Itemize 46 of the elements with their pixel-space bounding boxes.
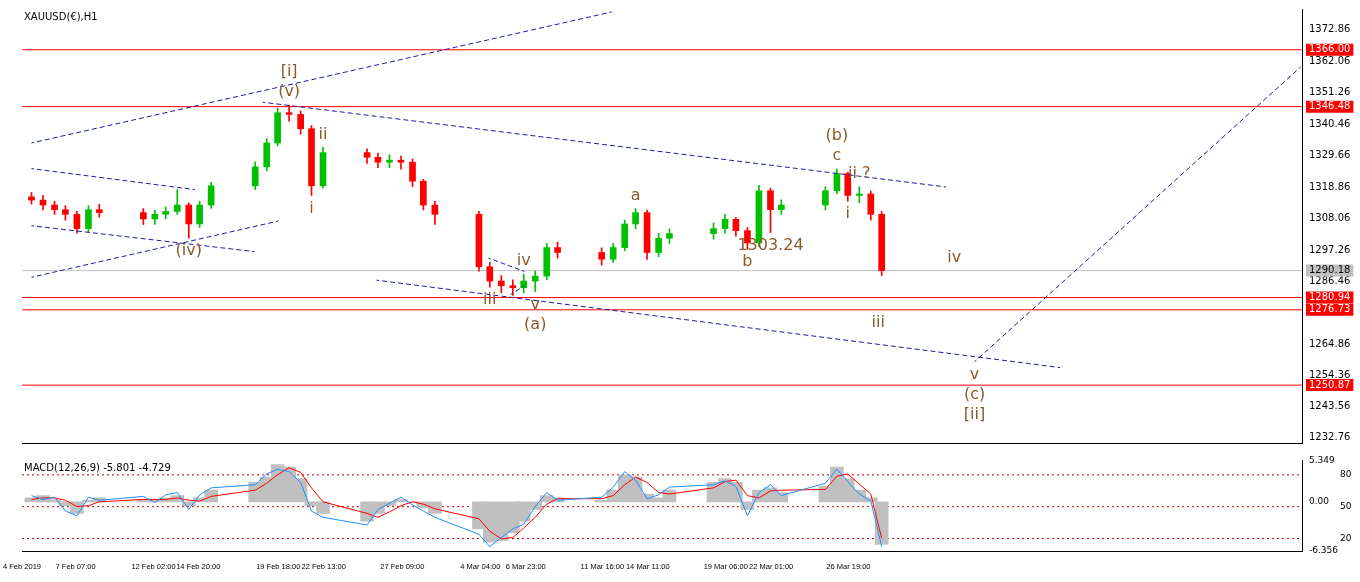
annotation: iii — [871, 311, 885, 331]
y-tick-label: 1318.86 — [1309, 180, 1351, 192]
ref-line-label: 1250.87 — [1309, 378, 1351, 390]
ref-line-label: 1280.94 — [1309, 291, 1351, 303]
annotation: i — [309, 197, 314, 217]
y-tick-label: 1351.26 — [1309, 86, 1351, 98]
y-tick-label: 1297.26 — [1309, 243, 1351, 255]
annotation: (b) — [825, 125, 849, 145]
annotation: c — [832, 145, 842, 165]
y-tick-label: 1264.86 — [1309, 337, 1351, 349]
annotation: (a) — [524, 313, 547, 333]
chart-title: MACD(12,26,9) -5.801 -4.729 — [24, 461, 171, 473]
ref-line-label: 1366.00 — [1309, 43, 1351, 55]
annotation: a — [630, 184, 641, 204]
y-tick-label: 1286.46 — [1309, 275, 1351, 287]
y-tick-label: 1340.46 — [1309, 117, 1351, 129]
annotation: [i] — [280, 61, 298, 81]
annotation: iv — [947, 246, 962, 266]
annotation: v — [969, 363, 980, 383]
annotation: (iv) — [175, 240, 202, 260]
annotation: (v) — [278, 81, 301, 101]
annotation: i — [845, 203, 850, 223]
annotation: [ii] — [963, 403, 986, 423]
y-tick-label: 1329.66 — [1309, 149, 1351, 161]
y-tick-label: 1232.76 — [1309, 431, 1351, 443]
annotation: b — [742, 251, 753, 271]
y-tick-label: 0.00 — [1309, 496, 1330, 507]
y-tick-label: 1372.86 — [1309, 23, 1351, 35]
annotation: ii ? — [848, 162, 871, 182]
ref-line-label: 1276.73 — [1309, 303, 1351, 315]
annotation: iv — [516, 250, 531, 270]
annotation: v — [530, 293, 540, 313]
chart-title: XAUUSD(€),H1 — [24, 10, 98, 22]
y-tick-label: 1362.06 — [1309, 54, 1351, 66]
ref-line-label: 1346.48 — [1309, 100, 1351, 112]
y2-tick-label: 20 — [1340, 532, 1352, 543]
y-tick-label: 1243.56 — [1309, 400, 1351, 412]
y2-tick-label: 80 — [1340, 469, 1352, 480]
y-tick-label: 1254.36 — [1309, 368, 1351, 380]
annotation: (c) — [963, 383, 986, 403]
y-tick-label: 5.349 — [1309, 454, 1336, 465]
y-tick-label: -6.356 — [1309, 545, 1339, 556]
annotation: ii — [318, 123, 328, 143]
y-tick-label: 1308.06 — [1309, 212, 1351, 224]
ref-line-label: 1290.18 — [1309, 264, 1351, 276]
y2-tick-label: 50 — [1340, 501, 1352, 512]
